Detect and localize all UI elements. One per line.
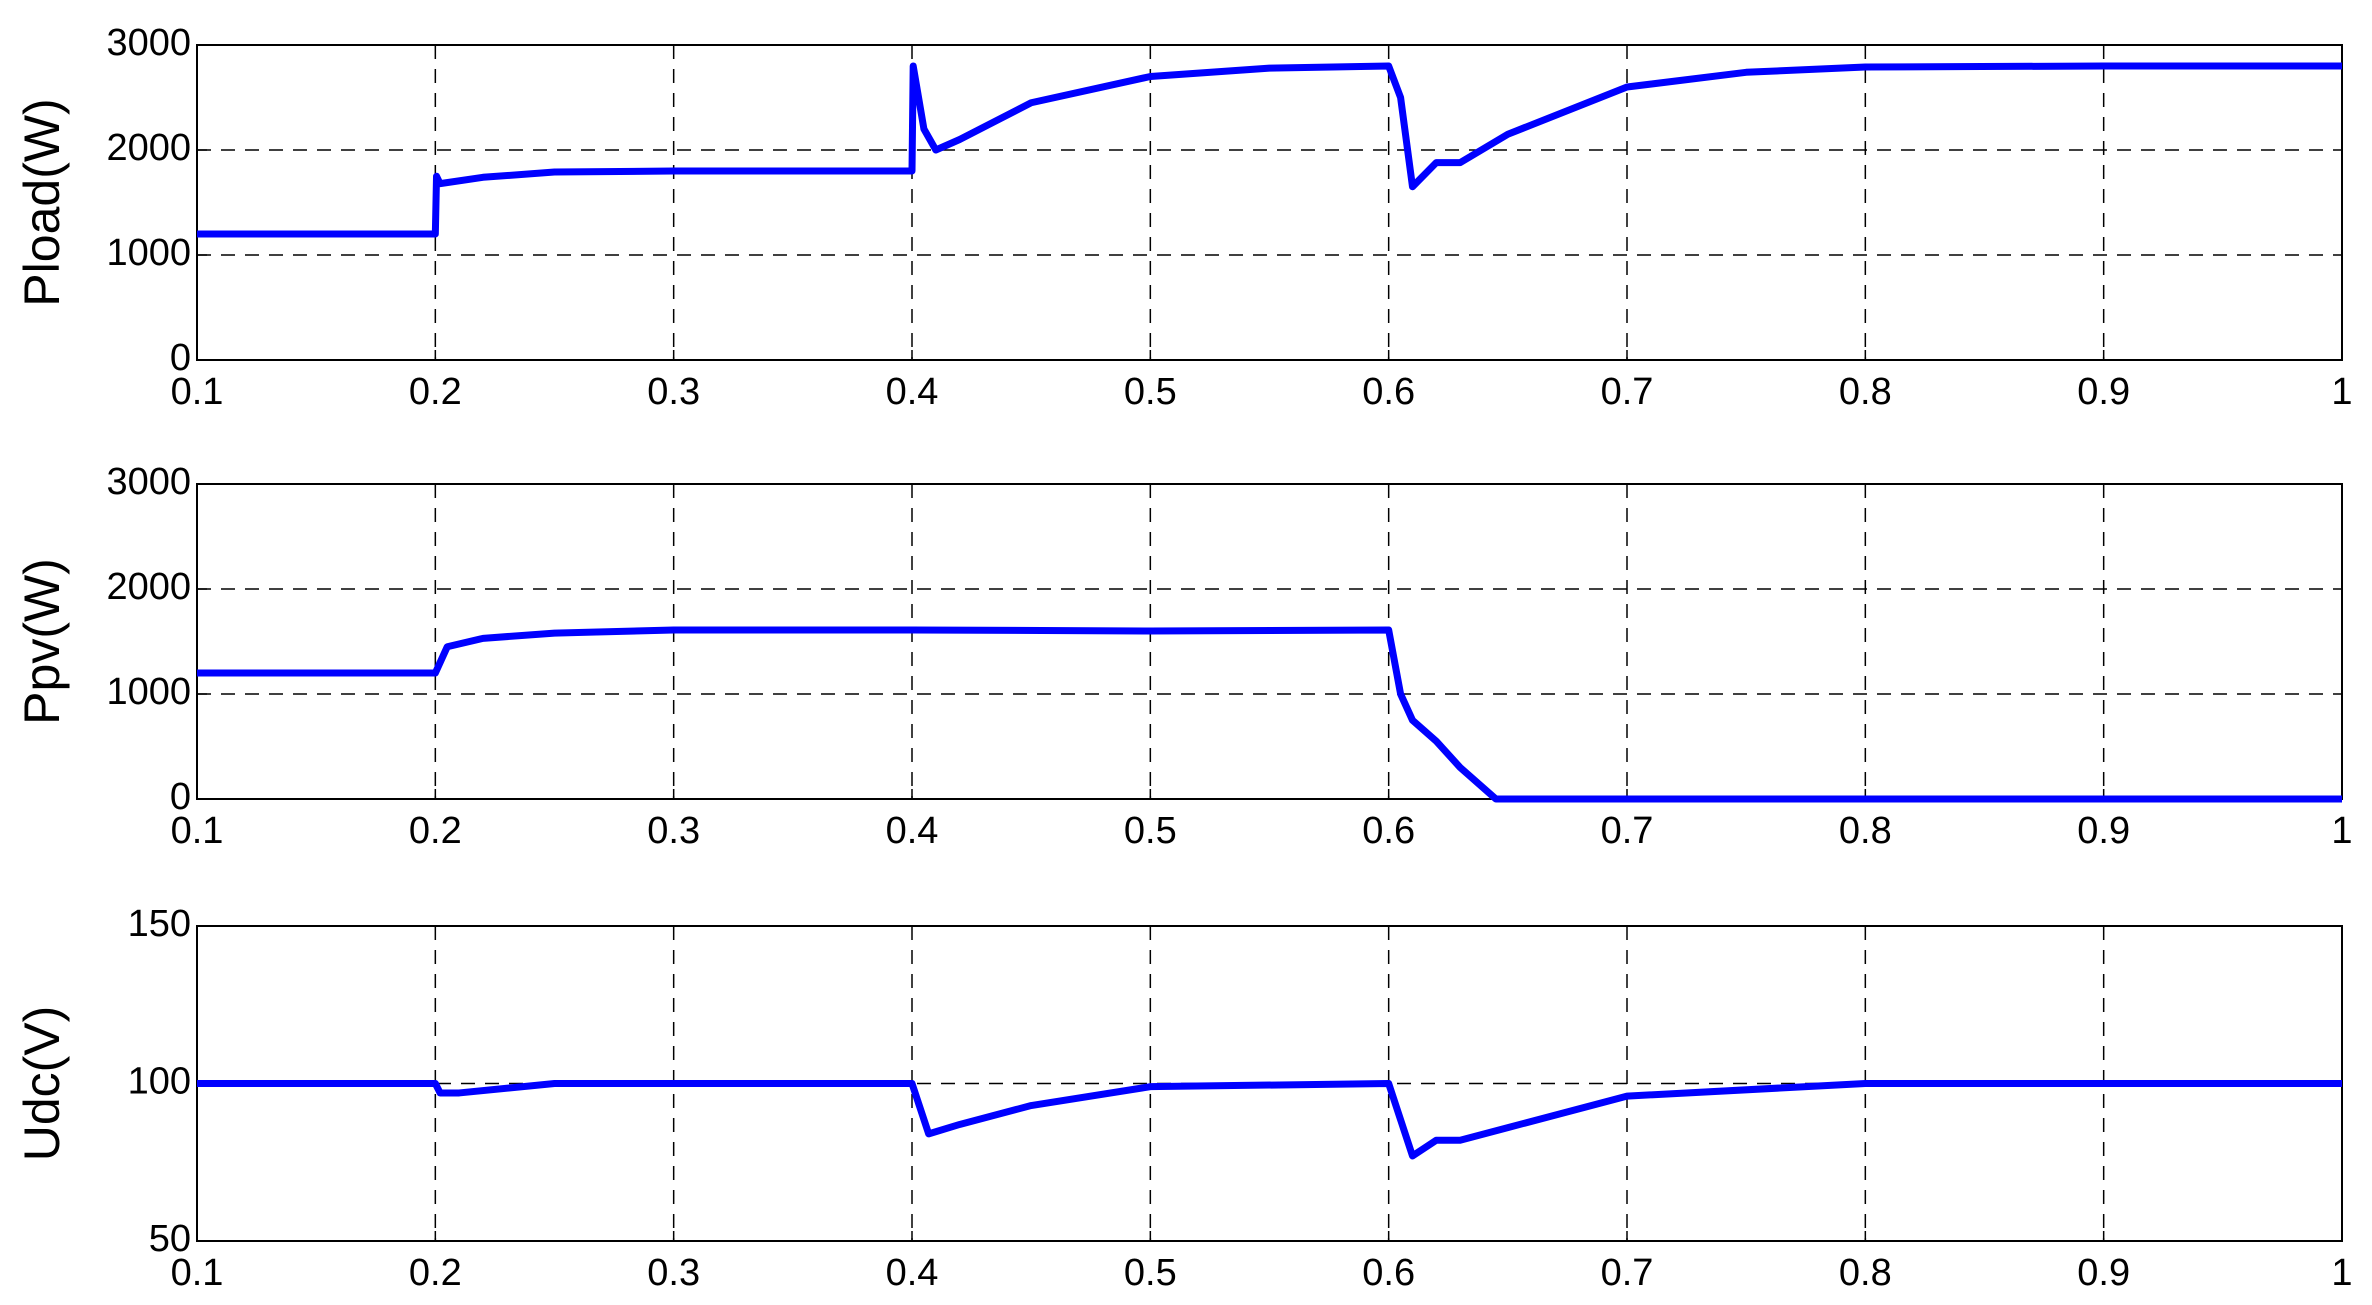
y-tick-label: 0 [170, 337, 191, 379]
y-tick-label: 2000 [106, 127, 191, 169]
y-tick-label: 100 [128, 1061, 191, 1103]
x-tick-label: 0.6 [1362, 1252, 1415, 1294]
x-tick-label: 0.3 [647, 371, 700, 413]
y-axis-label: Udc(V) [14, 1006, 70, 1162]
plot-area [197, 484, 2342, 799]
x-tick-label: 0.8 [1839, 810, 1892, 852]
x-tick-label: 0.2 [409, 371, 462, 413]
x-tick-label: 0.1 [171, 810, 224, 852]
x-tick-label: 0.9 [2077, 371, 2130, 413]
x-tick-label: 0.7 [1601, 371, 1654, 413]
x-tick-label: 0.6 [1362, 371, 1415, 413]
data-line [197, 1080, 2342, 1160]
y-axis-label: Pload(W) [14, 98, 70, 306]
x-tick-label: 1 [2331, 1252, 2352, 1294]
y-tick-label: 150 [128, 903, 191, 945]
x-tick-label: 0.5 [1124, 1252, 1177, 1294]
x-tick-label: 0.3 [647, 810, 700, 852]
x-tick-label: 0.7 [1601, 1252, 1654, 1294]
x-tick-label: 0.5 [1124, 810, 1177, 852]
y-tick-label: 0 [170, 776, 191, 818]
x-tick-label: 0.1 [171, 371, 224, 413]
y-axis-label: Ppv(W) [14, 558, 70, 725]
plot-area [197, 45, 2342, 360]
plot-frame [196, 483, 2343, 800]
plot-frame [196, 44, 2343, 361]
data-line [197, 62, 2342, 238]
x-tick-label: 0.9 [2077, 1252, 2130, 1294]
x-tick-label: 0.9 [2077, 810, 2130, 852]
y-tick-label: 3000 [106, 461, 191, 503]
x-tick-label: 0.7 [1601, 810, 1654, 852]
y-tick-label: 2000 [106, 566, 191, 608]
x-tick-label: 0.4 [886, 371, 939, 413]
x-tick-label: 0.2 [409, 810, 462, 852]
x-tick-label: 0.2 [409, 1252, 462, 1294]
data-line [197, 626, 2342, 803]
x-tick-label: 0.3 [647, 1252, 700, 1294]
y-tick-label: 50 [149, 1218, 191, 1260]
x-tick-label: 1 [2331, 371, 2352, 413]
x-tick-label: 0.4 [886, 810, 939, 852]
x-tick-label: 0.1 [171, 1252, 224, 1294]
x-tick-label: 0.8 [1839, 371, 1892, 413]
y-tick-label: 1000 [106, 232, 191, 274]
x-tick-label: 0.6 [1362, 810, 1415, 852]
y-tick-label: 3000 [106, 22, 191, 64]
x-tick-label: 0.8 [1839, 1252, 1892, 1294]
x-tick-label: 0.5 [1124, 371, 1177, 413]
y-tick-label: 1000 [106, 671, 191, 713]
x-tick-label: 1 [2331, 810, 2352, 852]
x-tick-label: 0.4 [886, 1252, 939, 1294]
